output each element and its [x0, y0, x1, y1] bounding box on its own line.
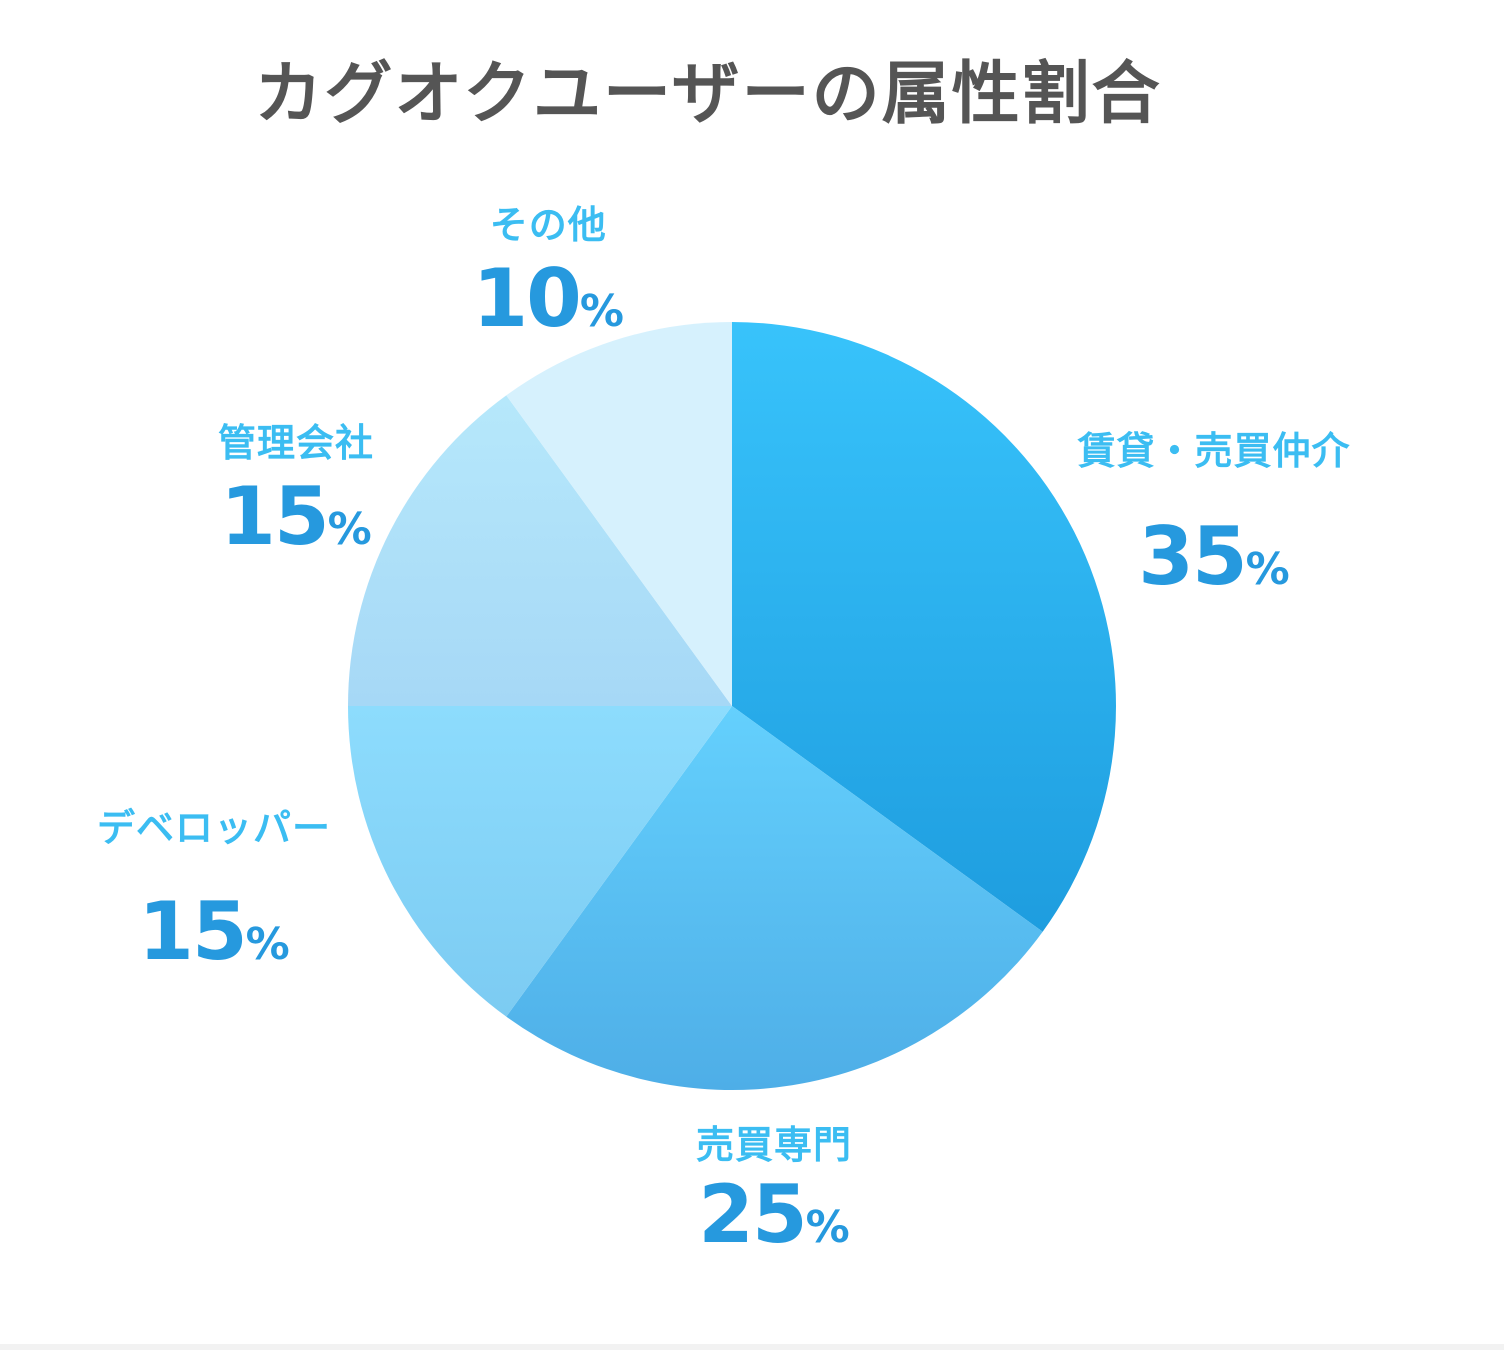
- slice-label-value: 10%: [472, 252, 624, 345]
- slice-label: デベロッパー 15%: [97, 797, 331, 972]
- bottom-rule: [0, 1344, 1504, 1350]
- slice-label: 売買専門 25%: [696, 1114, 852, 1255]
- chart-title: カグオクユーザーの属性割合: [254, 55, 1162, 134]
- slice-label-name: 賃貸・売買仲介: [1077, 429, 1351, 473]
- slice-label-name: デベロッパー: [97, 806, 332, 850]
- slice-label-value: 25%: [698, 1168, 850, 1261]
- slice-label-name: 管理会社: [218, 421, 375, 465]
- slice-label-value: 35%: [1138, 510, 1290, 603]
- slice-label-name: 売買専門: [696, 1123, 853, 1167]
- slice-label: 管理会社 15%: [218, 412, 374, 557]
- pie-slice: [732, 322, 1116, 932]
- slice-label-value: 15%: [220, 470, 372, 563]
- pie-slice: [348, 395, 732, 706]
- slice-label-value: 15%: [138, 885, 290, 978]
- slice-label: その他 10%: [473, 194, 624, 339]
- pie-slice: [348, 706, 732, 1017]
- slice-label-name: その他: [489, 203, 607, 247]
- pie-slice: [506, 706, 1043, 1090]
- pie-slice: [506, 322, 732, 706]
- slice-label: 賃貸・売買仲介 35%: [1078, 420, 1351, 597]
